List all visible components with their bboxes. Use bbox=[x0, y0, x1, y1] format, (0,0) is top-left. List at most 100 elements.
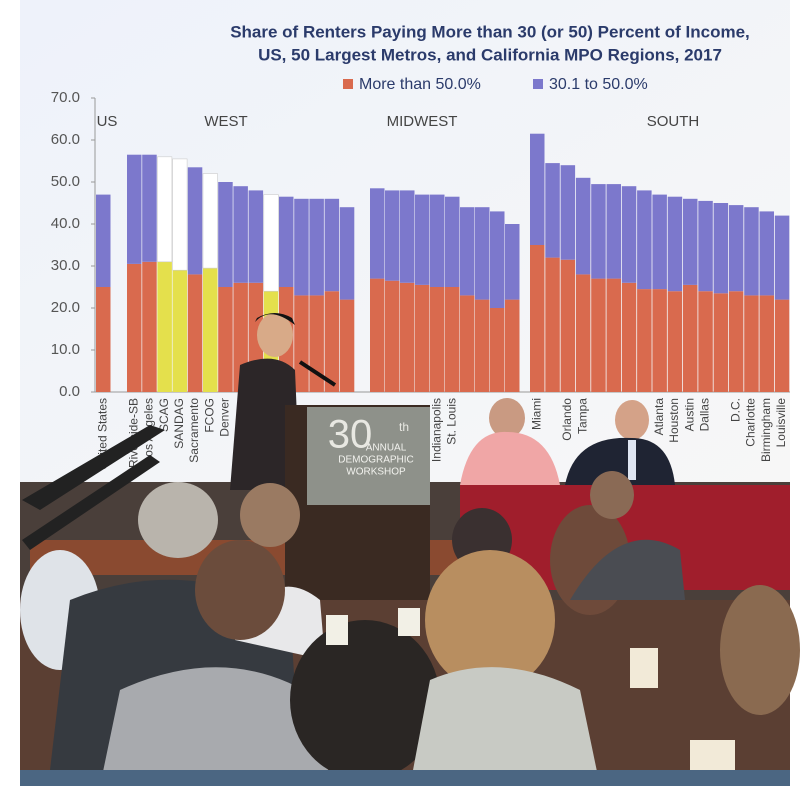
bar-segment bbox=[545, 258, 560, 392]
panelist-head bbox=[615, 400, 649, 440]
x-tick-label: Austin bbox=[682, 398, 696, 431]
footer-bar bbox=[20, 770, 790, 786]
attendee-head bbox=[138, 482, 218, 558]
bar-segment bbox=[96, 195, 111, 287]
bar-segment bbox=[490, 308, 505, 392]
bar-segment bbox=[340, 300, 355, 392]
bar-segment bbox=[475, 300, 490, 392]
podium-text: WORKSHOP bbox=[346, 467, 406, 478]
bar-segment bbox=[445, 287, 460, 392]
bar-segment bbox=[96, 287, 111, 392]
bar-segment bbox=[475, 207, 490, 299]
y-tick-label: 40.0 bbox=[51, 215, 80, 232]
attendee-head bbox=[195, 540, 285, 640]
bar-segment bbox=[294, 199, 309, 296]
bar-segment bbox=[400, 283, 415, 392]
y-tick-label: 70.0 bbox=[51, 89, 80, 106]
legend-label: More than 50.0% bbox=[359, 76, 481, 93]
bar-segment bbox=[157, 262, 172, 392]
bar-segment bbox=[714, 293, 729, 392]
x-tick-label: Atlanta bbox=[652, 398, 666, 436]
bar-segment bbox=[340, 207, 355, 299]
x-tick-label: Houston bbox=[667, 398, 681, 443]
bar-segment bbox=[157, 157, 172, 262]
bar-segment bbox=[744, 207, 759, 295]
bar-segment bbox=[530, 134, 545, 245]
region-label: US bbox=[97, 113, 118, 130]
chart-title: Share of Renters Paying More than 30 (or… bbox=[230, 22, 750, 41]
shirt bbox=[628, 440, 636, 480]
bar-segment bbox=[683, 285, 698, 392]
cup bbox=[398, 608, 420, 636]
y-tick-label: 30.0 bbox=[51, 257, 80, 274]
bar-segment bbox=[445, 197, 460, 287]
cup bbox=[630, 648, 658, 688]
legend-swatch bbox=[343, 79, 353, 89]
y-tick-label: 10.0 bbox=[51, 341, 80, 358]
attendee-head bbox=[240, 483, 300, 547]
bar-segment bbox=[400, 190, 415, 282]
bar-segment bbox=[142, 155, 157, 262]
bar-segment bbox=[385, 190, 400, 280]
photo: Share of Renters Paying More than 30 (or… bbox=[0, 0, 803, 786]
y-tick-label: 20.0 bbox=[51, 299, 80, 316]
attendee-head bbox=[720, 585, 800, 715]
bar-segment bbox=[622, 186, 637, 283]
bar-segment bbox=[218, 182, 233, 287]
bar-segment bbox=[760, 211, 775, 295]
bar-segment bbox=[460, 207, 475, 295]
bar-segment bbox=[294, 295, 309, 392]
bar-segment bbox=[729, 205, 744, 291]
bar-segment bbox=[279, 197, 294, 287]
bar-segment bbox=[188, 167, 203, 274]
bar-segment bbox=[561, 165, 576, 260]
bar-segment bbox=[264, 195, 279, 292]
bar-segment bbox=[760, 295, 775, 392]
x-tick-label: Denver bbox=[218, 398, 232, 437]
bar-segment bbox=[591, 184, 606, 279]
bar-segment bbox=[505, 300, 520, 392]
bar-segment bbox=[203, 268, 218, 392]
bar-segment bbox=[729, 291, 744, 392]
region-label: SOUTH bbox=[647, 113, 700, 130]
y-tick-label: 0.0 bbox=[59, 383, 80, 400]
x-tick-label: SANDAG bbox=[172, 398, 186, 449]
bar-segment bbox=[668, 291, 683, 392]
legend-label: 30.1 to 50.0% bbox=[549, 76, 648, 93]
bar-segment bbox=[698, 291, 713, 392]
x-tick-label: Tampa bbox=[575, 398, 589, 434]
bar-segment bbox=[415, 195, 430, 285]
bar-segment bbox=[142, 262, 157, 392]
bar-segment bbox=[430, 287, 445, 392]
podium-text: DEMOGRAPHIC bbox=[338, 455, 414, 466]
x-tick-label: Orlando bbox=[560, 398, 574, 441]
bar-segment bbox=[576, 178, 591, 275]
bar-segment bbox=[325, 291, 340, 392]
x-tick-label: St. Louis bbox=[444, 398, 458, 445]
x-tick-label: SCAG bbox=[157, 398, 171, 432]
bar-segment bbox=[127, 264, 142, 392]
region-label: MIDWEST bbox=[387, 113, 458, 130]
bar-segment bbox=[652, 195, 667, 290]
bar-segment bbox=[430, 195, 445, 287]
y-tick-label: 50.0 bbox=[51, 173, 80, 190]
x-tick-label: D.C. bbox=[728, 398, 742, 422]
y-tick-label: 60.0 bbox=[51, 131, 80, 148]
bar-segment bbox=[744, 295, 759, 392]
x-tick-label: Dallas bbox=[698, 398, 712, 431]
bar-segment bbox=[203, 174, 218, 269]
bar-segment bbox=[218, 287, 233, 392]
bar-segment bbox=[698, 201, 713, 291]
bar-segment bbox=[637, 289, 652, 392]
cup bbox=[690, 740, 735, 770]
attendee-head bbox=[590, 471, 634, 519]
bar-segment bbox=[188, 274, 203, 392]
bar-segment bbox=[561, 260, 576, 392]
x-tick-label: FCOG bbox=[202, 398, 216, 433]
bar-segment bbox=[607, 184, 622, 279]
bar-segment bbox=[460, 295, 475, 392]
podium-suffix: th bbox=[399, 420, 409, 434]
x-tick-label: Sacramento bbox=[187, 398, 201, 463]
bar-segment bbox=[591, 279, 606, 392]
x-tick-label: Miami bbox=[529, 398, 543, 430]
